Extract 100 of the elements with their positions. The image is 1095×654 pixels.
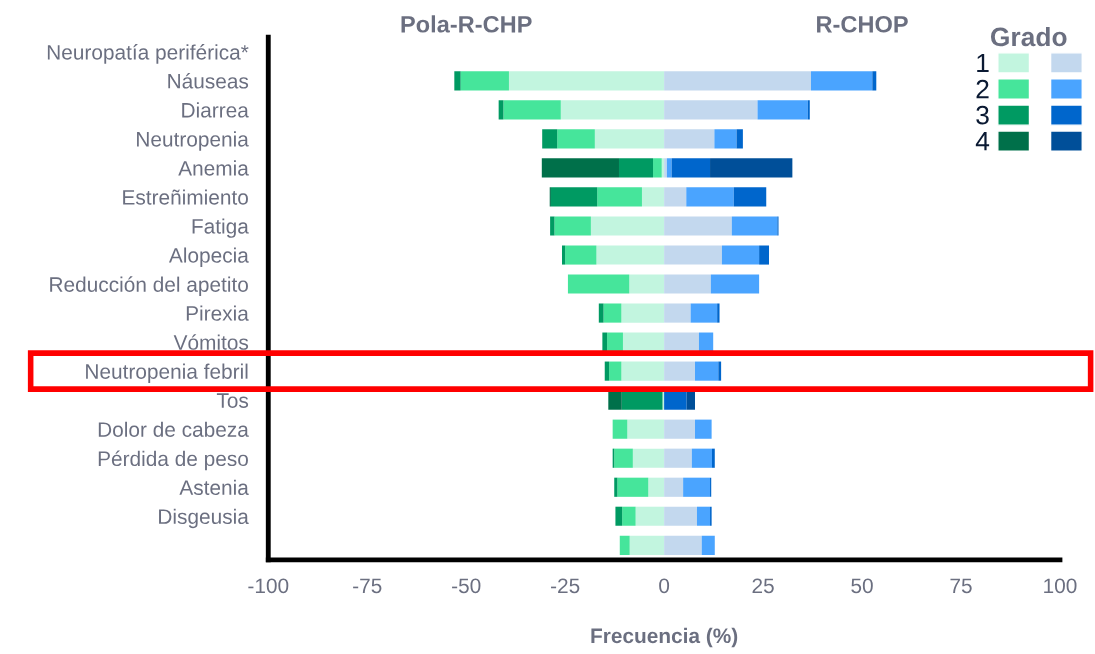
- y-tick-label: Neutropenia febril: [86, 363, 248, 383]
- bar: [694, 361, 719, 381]
- y-tick-label: Fatiga: [192, 218, 249, 238]
- bar: [686, 390, 695, 410]
- bar: [614, 448, 633, 468]
- bar: [690, 303, 718, 323]
- y-tick-label: Anemia: [178, 160, 249, 176]
- y-tick-label: Náuseas: [168, 73, 249, 89]
- bar: [598, 303, 604, 323]
- legend-title: Grado: [990, 26, 1067, 47]
- bar: [641, 187, 665, 207]
- bar: [759, 245, 770, 265]
- bar: [664, 274, 711, 294]
- bar: [691, 448, 713, 468]
- bar: [664, 477, 684, 497]
- bar: [710, 158, 793, 178]
- bar: [612, 419, 628, 439]
- bar: [664, 71, 811, 91]
- bar: [664, 535, 702, 555]
- bar: [686, 187, 734, 207]
- bar: [614, 477, 618, 497]
- bar: [717, 303, 720, 323]
- text: Pola-R-CHP: [401, 15, 532, 33]
- x-tick-label: 0: [659, 578, 670, 594]
- bar: [608, 390, 622, 410]
- bar: [664, 245, 722, 265]
- x-tick-label: 25: [752, 578, 774, 594]
- bar: [718, 361, 722, 381]
- bar: [542, 129, 558, 149]
- legend-label: 3: [976, 105, 989, 125]
- bar: [629, 274, 665, 294]
- bar: [619, 535, 630, 555]
- bar: [615, 506, 623, 526]
- bar: [696, 506, 711, 526]
- bar: [597, 187, 642, 207]
- bar: [648, 477, 665, 497]
- y-tick-label: Neutropenia: [137, 131, 249, 151]
- bar: [757, 100, 808, 120]
- bar: [664, 448, 692, 468]
- text: R-CHOP: [817, 15, 908, 33]
- y-tick-label: Pérdida de peso: [98, 450, 248, 471]
- bar: [622, 506, 636, 526]
- bar: [621, 303, 665, 323]
- x-tick-label: -50: [452, 578, 481, 594]
- bar: [872, 71, 877, 91]
- x-tick-label: -25: [551, 578, 580, 594]
- bar: [664, 187, 687, 207]
- x-axis-title: Frecuencia (%): [591, 627, 738, 648]
- bar: [596, 245, 665, 265]
- y-tick-label: Neuropatía periférica*: [47, 44, 249, 64]
- bar: [561, 245, 566, 265]
- bar: [618, 158, 654, 178]
- y-tick-label: Diarrea: [182, 102, 249, 118]
- bar: [590, 216, 665, 236]
- bar: [736, 129, 743, 149]
- bar: [635, 506, 665, 526]
- bar: [617, 477, 649, 497]
- bar: [567, 274, 630, 294]
- bar: [594, 129, 665, 149]
- bar: [503, 100, 561, 120]
- x-tick-label: 50: [851, 578, 873, 594]
- bar: [701, 535, 715, 555]
- bar: [560, 100, 665, 120]
- y-tick-label: Reducción del apetito: [50, 276, 248, 297]
- bar: [621, 390, 663, 410]
- bar: [629, 535, 665, 555]
- bar: [508, 71, 665, 91]
- bar: [664, 129, 715, 149]
- bar: [609, 361, 622, 381]
- bar: [712, 448, 715, 468]
- x-tick-label: -75: [353, 578, 382, 594]
- bar: [683, 477, 711, 497]
- y-tick-label: Estreñimiento: [123, 189, 248, 205]
- bar: [694, 419, 712, 439]
- bar: [810, 71, 873, 91]
- bar: [460, 71, 509, 91]
- bar: [714, 129, 737, 149]
- bar: [664, 390, 687, 410]
- bar: [565, 245, 597, 265]
- bar: [721, 245, 760, 265]
- y-tick-label: Tos: [216, 393, 249, 408]
- bar: [664, 100, 758, 120]
- legend-label: 4: [975, 132, 990, 151]
- bar: [733, 187, 767, 207]
- y-tick-label: Alopecia: [168, 247, 249, 267]
- bar: [671, 158, 711, 178]
- bar: [550, 187, 598, 207]
- bar: [731, 216, 778, 236]
- bar: [664, 419, 695, 439]
- bar: [653, 158, 662, 178]
- legend-label: 1: [977, 53, 989, 73]
- bar: [664, 216, 732, 236]
- x-tick-label: -100: [248, 578, 289, 594]
- y-tick-label: Vómitos: [173, 334, 249, 350]
- bar: [627, 419, 665, 439]
- bar: [541, 158, 619, 178]
- y-tick-label: Pirexia: [186, 305, 249, 321]
- bar: [664, 303, 691, 323]
- bar: [710, 274, 760, 294]
- y-tick-label: Astenia: [179, 479, 249, 495]
